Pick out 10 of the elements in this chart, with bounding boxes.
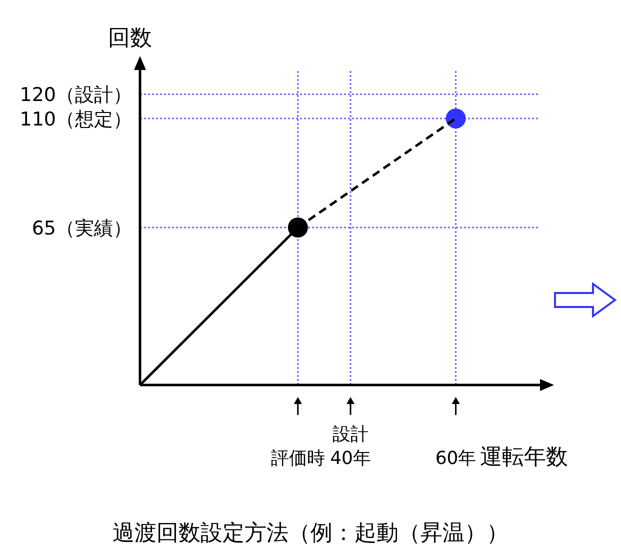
- y-tick-label: 110（想定）: [20, 108, 132, 130]
- x-tick-label: 60年: [435, 448, 476, 469]
- x-tick-label: 評価時: [270, 448, 325, 469]
- text: 過渡回数設定方法（例：起動（昇温））: [112, 521, 508, 546]
- y-axis-title: 回数: [108, 26, 152, 51]
- text: 設計: [332, 424, 369, 445]
- x-tick-label: 40年: [330, 448, 371, 469]
- y-tick-label: 120（設計）: [20, 84, 132, 106]
- y-tick-label: 65（実績）: [32, 218, 132, 240]
- x-axis-title: 運転年数: [480, 445, 568, 470]
